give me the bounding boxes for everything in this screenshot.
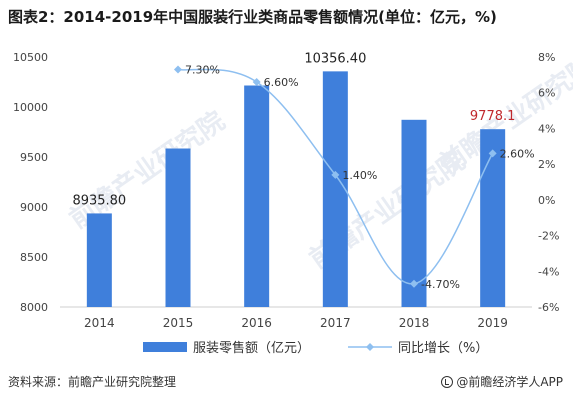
growth-line xyxy=(177,68,494,285)
line-data-label: -4.70% xyxy=(421,278,460,291)
y-right-tick-label: 2% xyxy=(538,158,555,171)
bar xyxy=(165,148,191,307)
y-right-tick-label: 0% xyxy=(538,194,555,207)
bar-data-label: 9778.1 xyxy=(470,109,516,124)
x-tick-label: 2017 xyxy=(320,316,351,330)
y-left-tick-label: 10500 xyxy=(13,51,48,64)
y-left-tick-label: 9000 xyxy=(20,201,48,214)
x-tick-label: 2019 xyxy=(477,316,508,330)
legend-label: 服装零售额（亿元） xyxy=(193,340,310,356)
x-tick-label: 2018 xyxy=(399,316,430,330)
y-right-tick-label: -6% xyxy=(538,301,559,314)
y-left-tick-label: 8500 xyxy=(20,251,48,264)
x-tick-label: 2014 xyxy=(84,316,115,330)
brand-label: @前瞻经济学人APP xyxy=(456,375,563,389)
y-right-tick-label: -4% xyxy=(538,265,559,278)
line-point xyxy=(174,65,182,74)
bar xyxy=(244,85,270,307)
x-tick-label: 2015 xyxy=(163,316,194,330)
bar-data-label: 8935.80 xyxy=(72,193,126,208)
y-left-tick-label: 9500 xyxy=(20,151,48,164)
bar-data-label: 10356.40 xyxy=(304,51,366,66)
line-data-label: 7.30% xyxy=(185,64,220,77)
legend-marker xyxy=(366,343,374,351)
source-note: 资料来源：前瞻产业研究院整理 xyxy=(8,375,177,389)
bar xyxy=(86,213,112,307)
line-point xyxy=(252,78,261,86)
chart-title: 图表2：2014-2019年中国服装行业类商品零售额情况(单位：亿元，%) xyxy=(8,8,497,26)
legend-swatch-bar xyxy=(143,342,187,352)
line-point xyxy=(488,149,497,158)
y-right-tick-label: 6% xyxy=(538,87,555,100)
brand-logo-icon xyxy=(441,376,454,388)
line-data-label: 2.60% xyxy=(500,147,535,160)
bar xyxy=(480,129,506,307)
y-left-tick-label: 10000 xyxy=(13,101,48,114)
y-left-tick-label: 8000 xyxy=(20,301,48,314)
y-right-tick-label: 8% xyxy=(538,51,555,64)
y-right-tick-label: -2% xyxy=(538,230,559,243)
line-point xyxy=(410,279,418,288)
bar xyxy=(322,71,348,307)
line-data-label: 6.60% xyxy=(264,76,299,89)
bar xyxy=(401,119,427,307)
x-tick-label: 2016 xyxy=(241,316,272,330)
legend-label: 同比增长（%） xyxy=(398,341,488,356)
line-data-label: 1.40% xyxy=(342,169,377,182)
brand: @前瞻经济学人APP xyxy=(441,373,563,390)
line-point xyxy=(331,170,340,179)
y-right-tick-label: 4% xyxy=(538,122,555,135)
